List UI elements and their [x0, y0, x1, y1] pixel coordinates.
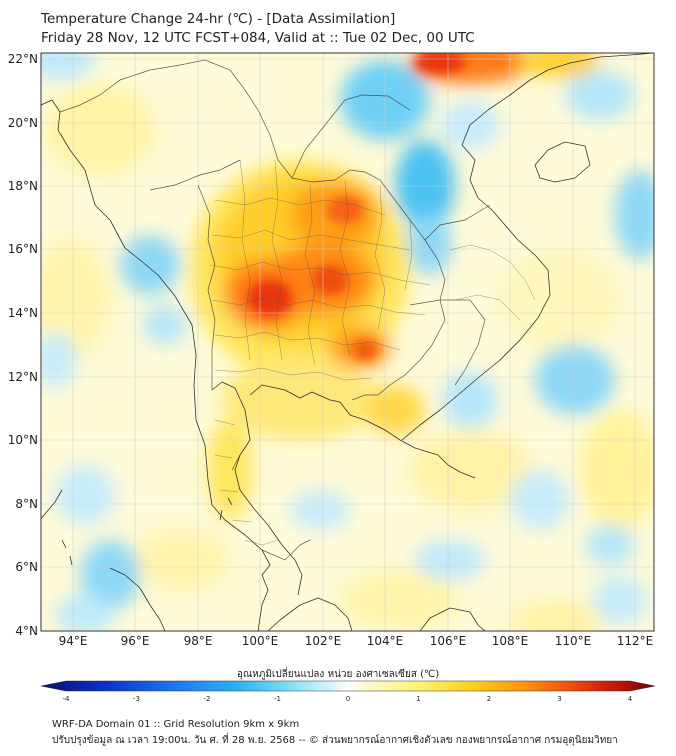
province-borders: [209, 159, 536, 546]
colorbar-tick: -4: [63, 695, 71, 703]
lat-label: 12°N: [8, 370, 38, 384]
lon-label: 110°E: [555, 634, 592, 648]
colorbar-tick: -2: [204, 695, 211, 703]
lat-label: 6°N: [15, 560, 38, 574]
lon-label: 108°E: [492, 634, 529, 648]
colorbar-title: อุณหภูมิเปลี่ยนแปลง หน่วย องศาเซลเซียส (…: [236, 669, 440, 680]
colorbar-bar: [40, 680, 656, 692]
lat-label: 20°N: [8, 116, 38, 130]
map-subtitle: Friday 28 Nov, 12 UTC FCST+084, Valid at…: [41, 30, 475, 46]
lon-label: 112°E: [617, 634, 654, 648]
lon-label: 96°E: [121, 634, 150, 648]
graticule: [41, 53, 654, 631]
temperature-field: [41, 53, 654, 631]
latitude-labels: 22°N 20°N 18°N 16°N 14°N 12°N 10°N 8°N 6…: [8, 52, 38, 638]
lon-label: 104°E: [367, 634, 404, 648]
country-borders: [59, 59, 491, 561]
colorbar-tick: 3: [557, 695, 561, 703]
lon-label: 94°E: [59, 634, 88, 648]
lon-label: 106°E: [430, 634, 467, 648]
lon-label: 102°E: [305, 634, 342, 648]
colorbar-tick: 4: [628, 695, 633, 703]
hotspot-cores: [248, 53, 465, 360]
colorbar-tick: 1: [416, 695, 420, 703]
colorbar: -4 -3 -2 -1 0 1 2 3 4: [40, 680, 656, 703]
lat-label: 22°N: [8, 52, 38, 66]
lat-label: 10°N: [8, 433, 38, 447]
colorbar-tick: -3: [133, 695, 140, 703]
coastlines: [41, 53, 654, 631]
map-title: Temperature Change 24-hr (℃) - [Data Ass…: [41, 11, 396, 27]
colorbar-ticks: -4 -3 -2 -1 0 1 2 3 4: [63, 695, 633, 703]
lat-label: 4°N: [15, 624, 38, 638]
lon-label: 98°E: [184, 634, 213, 648]
colorbar-tick: 2: [487, 695, 491, 703]
lat-label: 14°N: [8, 306, 38, 320]
map-frame: [40, 52, 655, 632]
lat-label: 16°N: [8, 242, 38, 256]
longitude-labels: 94°E 96°E 98°E 100°E 102°E 104°E 106°E 1…: [59, 634, 654, 648]
lat-label: 18°N: [8, 179, 38, 193]
lat-label: 8°N: [15, 497, 38, 511]
colorbar-tick: -1: [274, 695, 281, 703]
colorbar-tick: 0: [346, 695, 350, 703]
lon-label: 100°E: [242, 634, 279, 648]
model-info: WRF-DA Domain 01 :: Grid Resolution 9km …: [52, 719, 300, 730]
update-credit: ปรับปรุงข้อมูล ณ เวลา 19:00น. วัน ศ. ที่…: [52, 735, 618, 746]
